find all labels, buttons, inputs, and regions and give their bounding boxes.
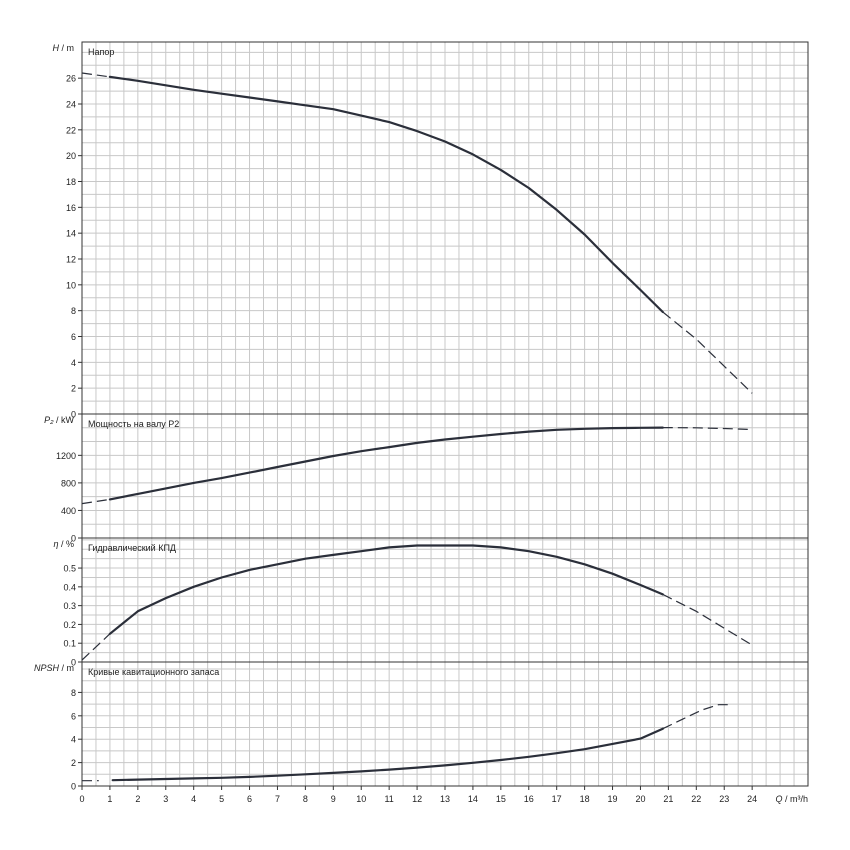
y-axis-unit: / kW [54,415,75,425]
panel-title: Кривые кавитационного запаса [88,667,219,677]
y-tick-label: 26 [66,74,76,84]
grid-power [82,414,808,538]
y-tick-label: 8 [71,306,76,316]
head-curve [108,75,664,314]
y-axis-symbol: P₂ [44,415,54,425]
x-tick-label: 21 [663,794,673,804]
x-tick-label: 17 [552,794,562,804]
power-curve-start-dashed [81,498,110,505]
x-tick-label: 18 [580,794,590,804]
y-axis-label: η / % [53,539,74,549]
x-tick-label: 19 [608,794,618,804]
panel-title: Напор [88,47,114,57]
y-tick-label: 0.4 [63,582,76,592]
power-curve-end-dashed [662,427,753,431]
y-tick-label: 0.5 [63,564,76,574]
y-tick-label: 16 [66,203,76,213]
x-tick-label: 12 [412,794,422,804]
power-curve [108,426,664,501]
grid-efficiency [82,538,808,662]
y-tick-label: 0.1 [63,639,76,649]
npsh-curve-end-dashed [662,704,733,730]
x-tick-label: 1 [107,794,112,804]
y-axis-label: H / m [53,43,75,53]
x-axis-unit: / m³/h [782,794,808,804]
y-axis-label: P₂ / kW [44,415,74,425]
y-tick-label: 10 [66,280,76,290]
y-tick-label: 0.3 [63,601,76,611]
y-tick-label: 400 [61,506,76,516]
panel-efficiency: 0 0.1 0.2 0.3 0.4 0.5 η / % Гидравлический КПД [53,537,809,668]
x-axis-label: Q / m³/h [775,794,808,804]
x-tick-label: 7 [275,794,280,804]
y-tick-label: 2 [71,384,76,394]
y-axis-symbol: NPSH [34,663,60,673]
x-tick-label: 23 [719,794,729,804]
grid-head [82,42,808,414]
y-tick-label: 0 [71,658,76,668]
y-tick-label: 6 [71,332,76,342]
x-tick-label: 14 [468,794,478,804]
y-tick-label: 2 [71,758,76,768]
efficiency-curve [108,544,664,635]
y-tick-label: 0 [71,782,76,792]
efficiency-curve-end-dashed [662,593,753,646]
y-axis-symbol: H [53,43,60,53]
x-tick-label: 9 [331,794,336,804]
y-tick-label: 800 [61,478,76,488]
y-tick-label: 22 [66,125,76,135]
y-axis-label: NPSH / m [34,663,74,673]
y-axis-unit: / m [59,663,74,673]
x-tick-label: 24 [747,794,757,804]
x-tick-label: 13 [440,794,450,804]
x-tick-label: 4 [191,794,196,804]
y-tick-label: 4 [71,735,76,745]
grid-npsh [82,662,808,786]
npsh-curve [111,727,664,782]
y-tick-label: 0 [71,534,76,544]
y-axis-symbol: η [53,539,58,549]
y-axis-unit: / m [59,43,74,53]
x-tick-label: 11 [384,794,393,804]
panel-npsh: 0 2 4 6 8 NPSH / m Кривые кавитационного запас… [34,661,809,792]
y-tick-label: 0.2 [63,620,76,630]
x-tick-label: 2 [135,794,140,804]
y-tick-label: 14 [66,229,76,239]
y-tick-label: 18 [66,177,76,187]
panel-title: Мощность на валу P2 [88,419,179,429]
x-tick-label: 15 [496,794,506,804]
head-curve-start-dashed [81,72,110,78]
y-tick-label: 12 [66,255,76,265]
x-tick-label: 10 [356,794,366,804]
x-axis: 0 1 2 3 4 5 6 7 8 9 10 11 12 13 14 15 16 17 18 19 20 21 22 23 24… [79,786,808,804]
efficiency-curve-start-dashed [81,633,111,661]
y-tick-label: 4 [71,358,76,368]
y-tick-label: 0 [71,410,76,420]
x-tick-label: 6 [247,794,252,804]
x-axis-symbol: Q [775,794,782,804]
x-tick-label: 8 [303,794,308,804]
panel-title: Гидравлический КПД [88,543,176,553]
x-tick-label: 0 [79,794,84,804]
y-tick-label: 24 [66,100,76,110]
x-tick-label: 22 [691,794,701,804]
panel-power: 0 400 800 1200 P₂ / kW Мощность на валу P2 [44,413,809,544]
x-tick-label: 5 [219,794,224,804]
y-tick-label: 6 [71,711,76,721]
y-tick-label: 20 [66,151,76,161]
y-tick-label: 8 [71,688,76,698]
x-tick-label: 16 [524,794,534,804]
x-tick-label: 3 [163,794,168,804]
y-axis-unit: / % [58,539,74,549]
x-tick-label: 20 [635,794,645,804]
y-tick-label: 1200 [56,451,76,461]
head-curve-end-dashed [662,311,753,394]
